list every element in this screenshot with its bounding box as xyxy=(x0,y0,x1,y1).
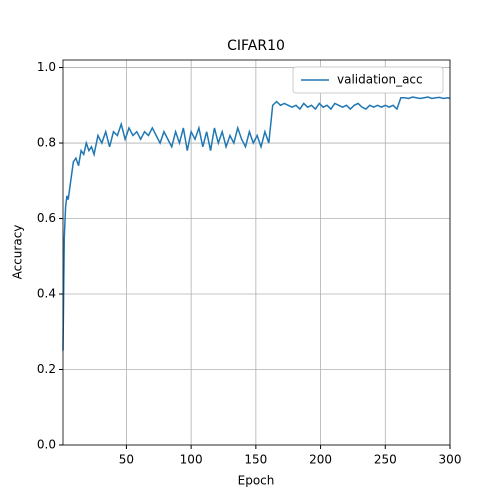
x-tick-label: 200 xyxy=(309,453,332,467)
y-tick-label: 0.8 xyxy=(37,136,56,150)
x-tick-label: 150 xyxy=(244,453,267,467)
plot-frame xyxy=(62,59,451,446)
x-tick-label: 50 xyxy=(119,453,134,467)
x-tick-label: 300 xyxy=(439,453,462,467)
legend-box xyxy=(292,66,444,94)
y-tick-label: 0.2 xyxy=(37,362,56,376)
y-axis-label: Accuracy xyxy=(11,225,25,280)
legend-label: validation_acc xyxy=(337,73,423,87)
x-axis-label: Epoch xyxy=(238,474,275,488)
data-line xyxy=(62,96,451,351)
chart-title: CIFAR10 xyxy=(227,38,285,54)
y-tick-label: 0.4 xyxy=(37,287,56,301)
y-tick-label: 0.6 xyxy=(37,211,56,225)
y-tick-label: 0.0 xyxy=(37,438,56,452)
x-tick-label: 250 xyxy=(374,453,397,467)
y-tick-label: 1.0 xyxy=(37,60,56,74)
x-tick-label: 100 xyxy=(180,453,203,467)
